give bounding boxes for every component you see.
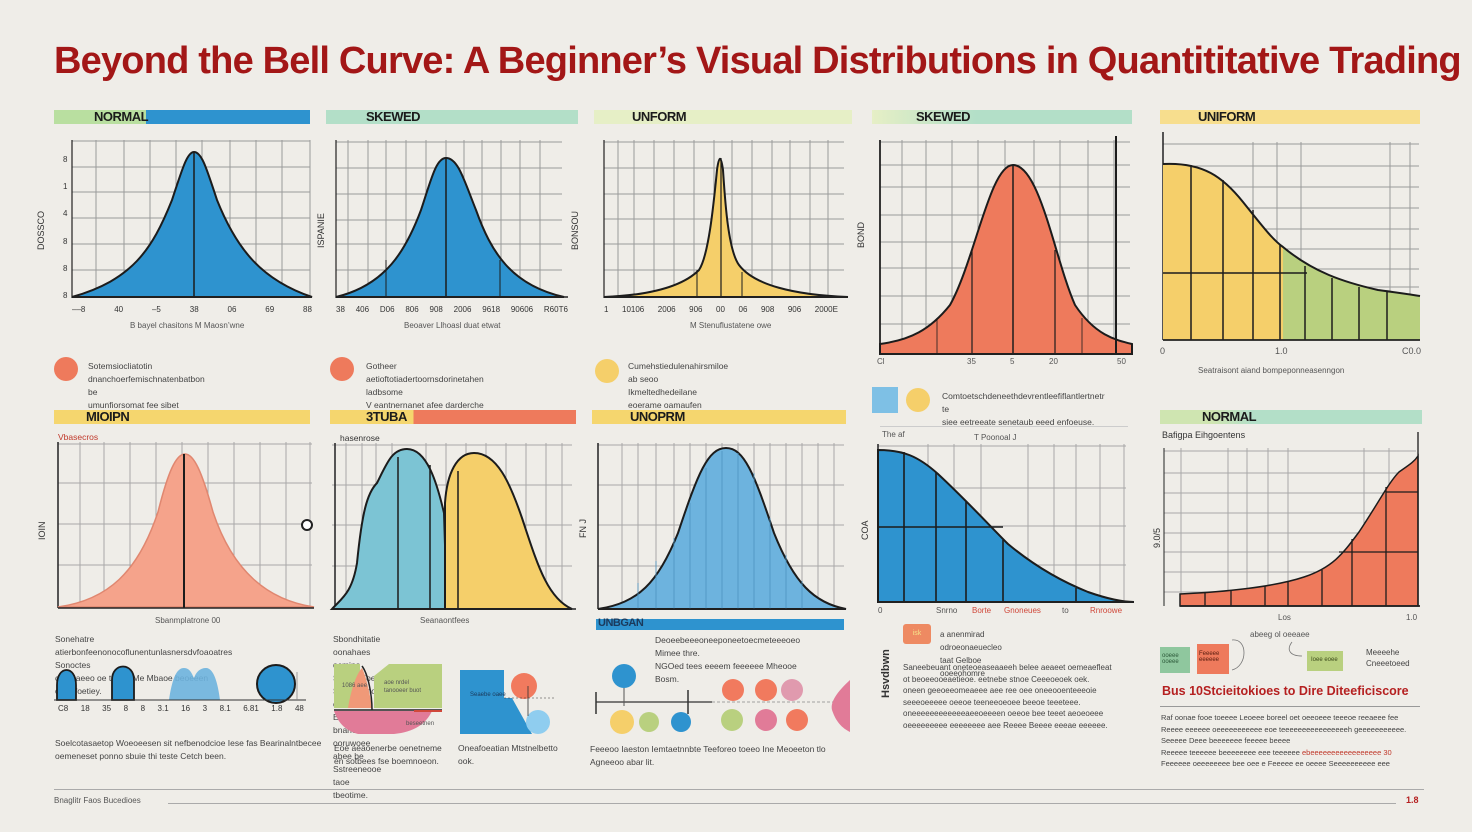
flow-connector xyxy=(1231,639,1303,671)
y-axis-label: FN J xyxy=(578,519,588,538)
chart-half-bell xyxy=(877,444,1135,603)
chart-caption: Beoaver Llhoasl duat etwat xyxy=(404,321,501,330)
chart-skewed-bell xyxy=(335,140,568,298)
banner-bimodal: 3TUBA xyxy=(330,409,576,424)
chart-peaked xyxy=(603,140,849,298)
slider-handle[interactable] xyxy=(301,519,313,531)
footer-top-rule xyxy=(54,789,1424,790)
section-title: Bus 10Stcieitokioes to Dire Diteeficisco… xyxy=(1162,684,1409,698)
x-tick: 1.0 xyxy=(1275,346,1288,356)
venn-label: 1086 aee xyxy=(342,683,368,689)
chart-caption: B bayel chasitons M Maosn’wne xyxy=(130,321,245,330)
chart-bimodal xyxy=(329,443,576,610)
y-axis-label: COA xyxy=(860,520,870,540)
y-axis-label: DOSSCO xyxy=(36,210,46,250)
circles-note: Feeeoo Iaeston Iemtaetnnbte Teeforeo toe… xyxy=(590,744,826,767)
info-badge-icon xyxy=(330,357,354,381)
x-ticks: 1 10106 2006 906 00 06 908 906 2000E xyxy=(604,305,838,314)
x-tick: 0 xyxy=(1160,346,1166,356)
chart-normal-bell xyxy=(71,140,313,298)
y-axis-label: BONSOU xyxy=(570,210,580,250)
chart-uniform-decay xyxy=(1162,132,1421,341)
footer-rule xyxy=(168,803,1396,804)
chart-skewed-coral xyxy=(879,136,1133,355)
x-tick: C0.0 xyxy=(1402,346,1422,356)
y-axis-label: BOND xyxy=(856,221,866,248)
block-circles-diagram xyxy=(460,670,554,734)
venn-label: beseetnen xyxy=(406,721,435,727)
top-rule xyxy=(880,426,1128,427)
x-tick: 1.0 xyxy=(1406,613,1418,622)
mini-bumps-chart xyxy=(54,664,306,704)
circle-timeline xyxy=(595,664,850,734)
chart-subhead: Bafigpa Eihgoentens xyxy=(1162,430,1246,440)
banner-uniform: UNFORM xyxy=(594,109,852,124)
chart-head-left: The af xyxy=(882,430,905,439)
venn-note: Eoe aeaoenerbe oenetneme en sotbees fse b… xyxy=(334,743,442,766)
chart-caption: M Stenuflustatene owe xyxy=(690,321,772,330)
block-label: Seaebe oaee xyxy=(470,692,506,698)
info-badge-icon xyxy=(595,359,619,383)
chart-note: Comtoetschdeneethdevrentleefiflantlertne… xyxy=(942,391,1105,427)
chart-caption: Sbanmplatrone 00 xyxy=(155,616,221,625)
chart-light-blue-bell xyxy=(597,443,847,610)
sub-banner-unoprm: UNBGAN xyxy=(596,617,844,630)
chart-subhead: Vbasecros xyxy=(58,432,99,442)
orange-tag-icon: isk xyxy=(903,624,931,644)
mini-bumps-ticks: C8 18 35 8 8 3.1 16 3 8.1 6.81 1.8 48 xyxy=(58,704,304,713)
side-label: Hsvdbwn xyxy=(880,649,892,698)
y-axis-label: ISPANIE xyxy=(316,213,326,248)
flow-right-label: Meeeehe Cneeetoeed xyxy=(1366,648,1410,668)
flow-box-coral: Feeeee eeeeee xyxy=(1197,644,1229,674)
x-ticks: ––8 40 –5 38 06 69 88 xyxy=(72,305,312,314)
y-axis-label: 9.0/5 xyxy=(1152,527,1162,548)
flow-box-green: ooeee ooeee xyxy=(1160,647,1190,673)
flow-box-green-2: Ioee eoee xyxy=(1307,651,1343,671)
side-paragraph: Saneebeuant oneteoeaseaaeeh belee aeaeet… xyxy=(903,663,1112,730)
user-icon xyxy=(872,387,898,413)
venn-label: tanooeer buot xyxy=(384,688,422,694)
info-badge-icon xyxy=(906,388,930,412)
page-number: 1.8 xyxy=(1406,795,1419,805)
chart-exponential xyxy=(1163,432,1420,607)
chart-subhead: hasenrose xyxy=(340,433,380,443)
chart-salmon-bell xyxy=(57,442,315,609)
x-ticks: 38 406 D06 806 908 2006 9618 90606 R60T6 xyxy=(336,305,568,314)
chart-note: a anenmirad odroeonaeuecleo taat Gelboe … xyxy=(940,630,1002,678)
chart-caption: Seanaontfees xyxy=(420,616,470,625)
page-title: Beyond the Bell Curve: A Beginner’s Visu… xyxy=(54,40,1462,82)
banner-skewed-2: SKEWED xyxy=(872,109,1132,124)
y-axis-label: IOIN xyxy=(37,521,47,540)
venn-diagram xyxy=(334,664,442,734)
banner-normal: NORMAL xyxy=(54,109,310,124)
banner-normal-2: NORMAL xyxy=(1160,409,1422,424)
x-tick: Los xyxy=(1278,613,1291,622)
venn-label: aoe nrdel xyxy=(384,680,410,686)
flow-top-label: abeeg ol oeeaee xyxy=(1250,630,1310,639)
banner-unoprm: UNOPRM xyxy=(592,409,846,424)
footer-source: Bnaglitr Faos Bucedioes xyxy=(54,796,141,805)
block-note: Oneafoeatian Mtstnelbetto ook. xyxy=(458,743,558,766)
section-rule xyxy=(1160,706,1420,707)
chart-head-center: T Poonoal J xyxy=(974,433,1017,442)
chart-note: Deoeebeeeoneeponeetoecmeteeeoeo Mimee th… xyxy=(655,635,801,684)
banner-mioipn: MIOIPN xyxy=(54,409,310,424)
mini-bumps-note: Soelcotasaetop Woeoeesen sit nefbenodcio… xyxy=(55,738,322,761)
banner-uniform-2: UNIFORM xyxy=(1160,109,1420,124)
chart-caption: Seatraisont aiand bompeponneasenngon xyxy=(1198,366,1345,375)
info-badge-icon xyxy=(54,357,78,381)
section-paragraph: Raf oonae fooe toeeee Leoeee boreel oet … xyxy=(1161,713,1407,768)
banner-skewed: SKEWED xyxy=(326,109,578,124)
